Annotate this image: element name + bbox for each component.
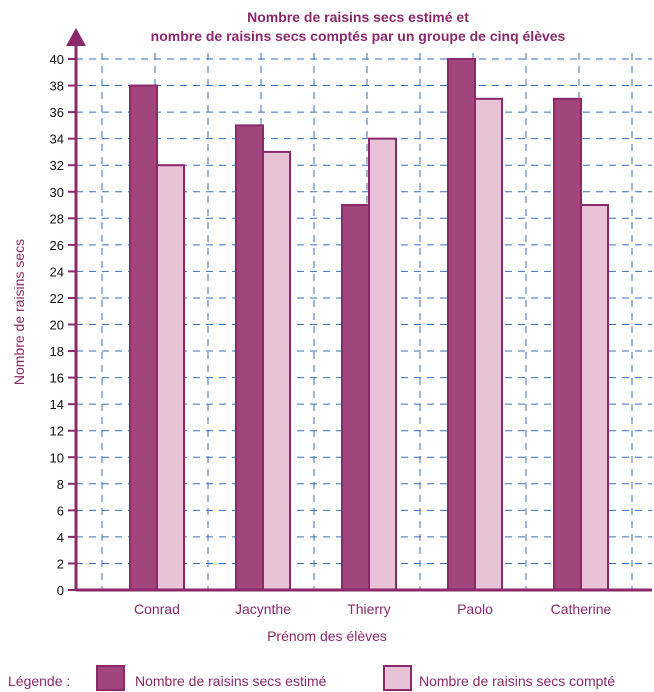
y-axis-label: Nombre de raisins secs xyxy=(11,239,27,385)
legend: Légende : Nombre de raisins secs estimé … xyxy=(8,665,615,691)
y-tick-label: 36 xyxy=(50,105,64,120)
y-tick-label: 20 xyxy=(50,318,64,333)
legend-label-compte: Nombre de raisins secs compté xyxy=(419,673,615,689)
y-tick-label: 14 xyxy=(50,397,64,412)
y-tick-label: 16 xyxy=(50,371,64,386)
x-axis-label: Prénom des élèves xyxy=(267,628,387,644)
bar-jacynthe-0 xyxy=(235,124,264,591)
y-tick-label: 12 xyxy=(50,424,64,439)
y-axis-arrow-icon xyxy=(66,28,86,46)
bar-thierry-1 xyxy=(368,137,397,591)
chart-title-line2: nombre de raisins secs comptés par un gr… xyxy=(151,28,566,44)
bar-conrad-0 xyxy=(129,84,158,592)
y-tick-label: 18 xyxy=(50,344,64,359)
x-category-label: Paolo xyxy=(457,601,493,617)
y-tick-label: 4 xyxy=(57,530,64,545)
x-category-label: Jacynthe xyxy=(235,601,291,617)
legend-swatch-compte xyxy=(383,665,412,691)
y-tick-label: 32 xyxy=(50,158,64,173)
y-tick-label: 22 xyxy=(50,291,64,306)
x-category-label: Catherine xyxy=(551,601,612,617)
x-category-label: Conrad xyxy=(134,601,180,617)
y-tick-label: 2 xyxy=(57,556,64,571)
chart-title-line1: Nombre de raisins secs estimé et xyxy=(247,9,469,25)
axes xyxy=(66,28,652,592)
bar-paolo-0 xyxy=(447,58,476,591)
y-tick-label: 8 xyxy=(57,477,64,492)
bar-conrad-1 xyxy=(156,164,185,591)
y-tick-label: 38 xyxy=(50,79,64,94)
x-category-label: Thierry xyxy=(347,601,391,617)
legend-title: Légende : xyxy=(8,673,70,689)
y-tick-label: 6 xyxy=(57,503,64,518)
y-tick-label: 34 xyxy=(50,132,64,147)
bar-thierry-0 xyxy=(341,204,370,591)
bar-jacynthe-1 xyxy=(262,150,291,592)
y-tick-label: 10 xyxy=(50,450,64,465)
bar-paolo-1 xyxy=(474,97,503,591)
y-tick-label: 0 xyxy=(57,583,64,598)
legend-label-estime: Nombre de raisins secs estimé xyxy=(135,673,327,689)
x-category-labels: Conrad Jacynthe Thierry Paolo Catherine xyxy=(134,601,612,617)
legend-swatch-estime xyxy=(96,665,125,691)
y-tick-label: 40 xyxy=(50,52,64,67)
y-tick-label: 30 xyxy=(50,185,64,200)
y-tick-label: 26 xyxy=(50,238,64,253)
y-tick-label: 28 xyxy=(50,211,64,226)
bars xyxy=(129,58,609,592)
y-tick-label: 24 xyxy=(50,264,64,279)
bar-catherine-1 xyxy=(580,204,609,591)
bar-catherine-0 xyxy=(553,97,582,591)
